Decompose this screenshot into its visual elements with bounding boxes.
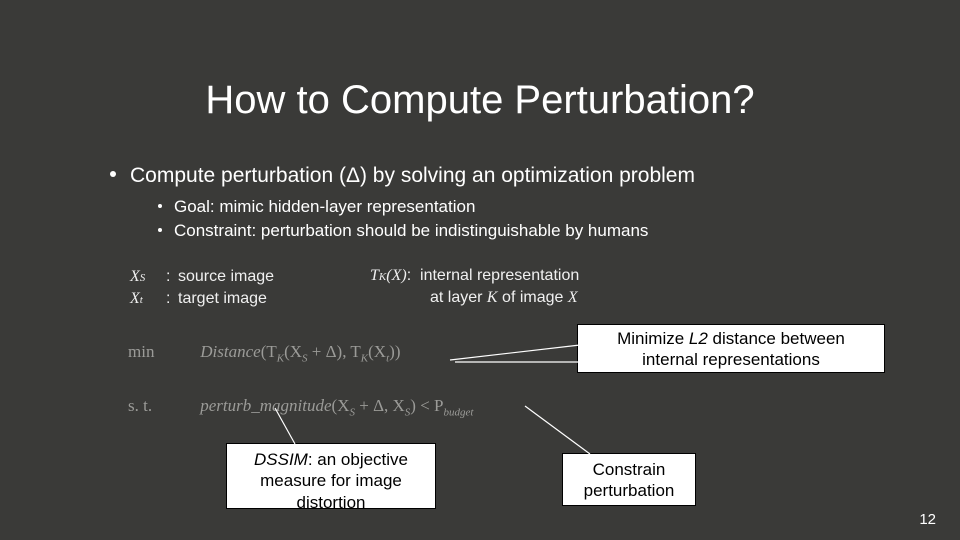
tk-arg: X [392,267,402,284]
bullet-dot-icon [158,204,162,208]
tk-desc2x: X [568,289,578,306]
dssim-line2: measure for image [237,470,425,491]
xs-sym: X [130,268,140,285]
tk-desc2k: K [487,289,498,306]
dssim-a: DSSIM [254,450,308,469]
bullet-main: Compute perturbation (Δ) by solving an o… [110,164,695,188]
min-p2: (X [368,342,386,361]
definitions-left: XS : source image Xt : target image [130,266,274,311]
tk-desc1: internal representation [420,267,579,284]
st-p1: (X [332,396,350,415]
xt-sym: X [130,290,140,307]
xs-colon: : [166,266,178,288]
min-label: min [128,342,196,362]
slide-title: How to Compute Perturbation? [0,78,960,123]
bullet-sub1-text: Goal: mimic hidden-layer representation [174,197,475,216]
min-close: )) [389,342,400,361]
dssim-line3: distortion [237,492,425,510]
tk-colon: : [407,267,411,284]
st-prefix: perturb_magnitude [200,396,331,415]
bullet-sub-constraint: Constraint: perturbation should be indis… [158,221,648,241]
slide: How to Compute Perturbation? Compute per… [0,0,960,540]
tk-sym: T [370,267,379,284]
constrain-line2: perturbation [573,480,685,501]
min-p1: (X [284,342,302,361]
min-delta: + Δ), T [308,342,361,361]
min-distance: Distance [200,342,260,361]
xs-sub: S [140,272,146,284]
st-delta: + Δ, X [355,396,405,415]
callout-dssim: DSSIM: an objective measure for image di… [226,443,436,509]
bullet-sub-goal: Goal: mimic hidden-layer representation [158,197,475,217]
min-k1: K [277,352,284,364]
st-label: s. t. [128,396,196,416]
callout-constrain: Constrain perturbation [562,453,696,506]
bullet-sub2-text: Constraint: perturbation should be indis… [174,221,648,240]
xt-sub: t [140,294,143,306]
bullet-dot-icon [158,228,162,232]
xs-desc: source image [178,266,274,288]
page-number: 12 [919,511,936,528]
dssim-b: : an objective [308,450,408,469]
st-close: ) < P [410,396,443,415]
constrain-line1: Constrain [573,459,685,480]
l2-b: L2 [689,329,708,348]
tk-desc2a: at layer [430,289,487,306]
xt-desc: target image [178,288,267,310]
min-rest1: (T [261,342,277,361]
definitions-right: TK(X): internal representation at layer … [370,265,579,310]
bullet-main-text: Compute perturbation (Δ) by solving an o… [130,164,695,187]
callout-l2-distance: Minimize L2 distance between internal re… [577,324,885,373]
l2-line2: internal representations [588,349,874,370]
st-budget: budget [443,407,473,419]
formula-block: min Distance(TK(XS + Δ), TK(Xt)) s. t. p… [128,342,473,419]
bullet-dot-icon [110,171,116,177]
l2-c: distance between [708,329,845,348]
xt-colon: : [166,288,178,310]
l2-a: Minimize [617,329,689,348]
tk-desc2b: of image [498,289,568,306]
